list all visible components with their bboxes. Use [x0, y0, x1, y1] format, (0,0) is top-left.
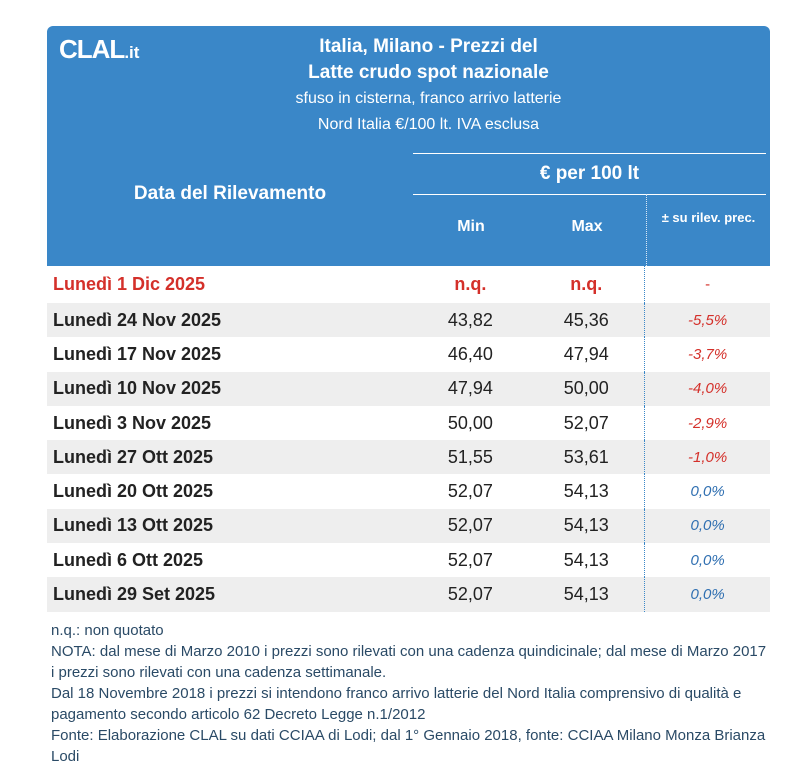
row-min-price: 47,94	[447, 378, 493, 399]
table-header: CLAL.it Italia, Milano - Prezzi del Latt…	[47, 26, 770, 266]
row-min-price: 51,55	[447, 446, 493, 467]
row-max-price: 54,13	[563, 481, 609, 502]
row-date: Lunedì 13 Ott 2025	[53, 515, 214, 536]
row-min-price: 50,00	[447, 412, 493, 433]
date-header-label: Data del Rilevamento	[133, 183, 327, 204]
price-table-panel: CLAL.it Italia, Milano - Prezzi del Latt…	[47, 26, 770, 612]
row-variation: 0,0%	[644, 577, 770, 612]
row-max-price: 54,13	[563, 515, 609, 536]
row-max-price: 45,36	[563, 309, 609, 330]
subtitle-line-2: Nord Italia €/100 lt. IVA esclusa	[317, 116, 540, 133]
subtitle-line-1: sfuso in cisterna, franco arrivo latteri…	[295, 90, 562, 107]
note-source: Fonte: Elaborazione CLAL su dati CCIAA d…	[51, 727, 766, 765]
row-date: Lunedì 17 Nov 2025	[53, 343, 222, 364]
row-variation: 0,0%	[644, 543, 770, 578]
row-max-price: 53,61	[563, 446, 609, 467]
column-header-min: Min	[457, 218, 485, 235]
row-date: Lunedì 1 Dic 2025	[53, 274, 206, 294]
logo-text: CLAL	[59, 34, 125, 64]
row-max-price: 50,00	[563, 378, 609, 399]
note-nq: n.q.: non quotato	[51, 622, 164, 639]
row-variation: -4,0%	[644, 371, 770, 406]
row-date: Lunedì 27 Ott 2025	[53, 446, 214, 467]
title-line-1: Italia, Milano - Prezzi del	[319, 36, 538, 57]
row-variation: -5,5%	[644, 303, 770, 338]
row-variation: -	[644, 266, 770, 303]
row-date: Lunedì 29 Set 2025	[53, 584, 216, 605]
row-max-price: 52,07	[563, 412, 609, 433]
note-delivery: Dal 18 Novembre 2018 i prezzi si intendo…	[51, 685, 742, 723]
row-min-price: n.q.	[454, 274, 487, 294]
row-min-price: 43,82	[447, 309, 493, 330]
row-min-price: 46,40	[447, 343, 493, 364]
table-row: Lunedì 17 Nov 2025 46,40 47,94 -3,7%	[47, 337, 770, 372]
table-row: Lunedì 6 Ott 2025 52,07 54,13 0,0%	[47, 543, 770, 578]
row-max-price: n.q.	[570, 274, 603, 294]
row-date: Lunedì 3 Nov 2025	[53, 412, 212, 433]
footnotes: n.q.: non quotato NOTA: dal mese di Marz…	[51, 620, 771, 767]
row-variation: 0,0%	[644, 474, 770, 509]
table-row: Lunedì 13 Ott 2025 52,07 54,13 0,0%	[47, 508, 770, 544]
column-header-variation: ± su rilev. prec.	[661, 210, 756, 225]
title-block: Italia, Milano - Prezzi del Latte crudo …	[47, 34, 770, 138]
row-variation: -3,7%	[644, 337, 770, 372]
table-body: Lunedì 1 Dic 2025 n.q. n.q. - Lunedì 24 Nov …	[47, 266, 770, 612]
table-row: Lunedì 3 Nov 2025 50,00 52,07 -2,9%	[47, 405, 770, 441]
row-date: Lunedì 20 Ott 2025	[53, 481, 214, 502]
row-max-price: 54,13	[563, 549, 609, 570]
table-row: Lunedì 20 Ott 2025 52,07 54,13 0,0%	[47, 474, 770, 509]
row-min-price: 52,07	[447, 584, 493, 605]
clal-logo[interactable]: CLAL.it	[59, 34, 139, 65]
column-header-date: Data del Rilevamento	[47, 180, 413, 207]
table-row: Lunedì 1 Dic 2025 n.q. n.q. -	[47, 266, 770, 303]
table-row: Lunedì 24 Nov 2025 43,82 45,36 -5,5%	[47, 303, 770, 338]
row-variation: -2,9%	[644, 405, 770, 441]
row-min-price: 52,07	[447, 481, 493, 502]
row-date: Lunedì 6 Ott 2025	[53, 549, 204, 570]
row-max-price: 47,94	[563, 343, 609, 364]
header-divider	[646, 194, 647, 266]
table-row: Lunedì 10 Nov 2025 47,94 50,00 -4,0%	[47, 371, 770, 406]
table-row: Lunedì 29 Set 2025 52,07 54,13 0,0%	[47, 577, 770, 612]
note-frequency: NOTA: dal mese di Marzo 2010 i prezzi so…	[51, 643, 767, 681]
row-date: Lunedì 10 Nov 2025	[53, 378, 222, 399]
title-line-2: Latte crudo spot nazionale	[308, 62, 549, 83]
logo-suffix: .it	[124, 43, 140, 62]
column-group-price: € per 100 lt	[413, 153, 766, 195]
column-header-max: Max	[571, 218, 603, 235]
row-variation: 0,0%	[644, 508, 770, 544]
row-date: Lunedì 24 Nov 2025	[53, 309, 222, 330]
row-variation: -1,0%	[644, 440, 770, 475]
row-max-price: 54,13	[563, 584, 609, 605]
row-min-price: 52,07	[447, 515, 493, 536]
table-row: Lunedì 27 Ott 2025 51,55 53,61 -1,0%	[47, 440, 770, 475]
row-min-price: 52,07	[447, 549, 493, 570]
